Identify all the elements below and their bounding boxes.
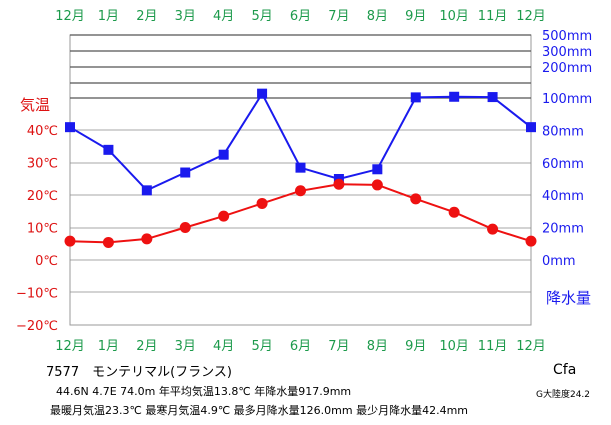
precipitation-point <box>257 88 268 99</box>
precipitation-tick-label: 0mm <box>542 254 576 269</box>
month-label-top: 7月 <box>328 9 349 24</box>
temperature-point <box>64 235 76 247</box>
station-name: 7577 モンテリマル(フランス) <box>46 365 232 380</box>
temperature-tick-label: 0℃ <box>35 254 58 269</box>
temperature-point <box>141 233 153 245</box>
month-label-top: 11月 <box>478 9 508 24</box>
month-label-top: 9月 <box>405 9 426 24</box>
month-label-top: 10月 <box>439 9 469 24</box>
month-label-top: 5月 <box>251 9 272 24</box>
precipitation-point <box>487 92 498 103</box>
month-label-bottom: 10月 <box>439 339 469 354</box>
precipitation-point <box>218 149 229 160</box>
temperature-tick-label: −10℃ <box>16 287 58 302</box>
precipitation-point <box>180 167 191 178</box>
precipitation-point <box>65 122 75 133</box>
precipitation-point <box>410 92 421 103</box>
temperature-point <box>487 223 499 235</box>
month-label-bottom: 6月 <box>290 339 311 354</box>
precipitation-tick-label: 40mm <box>542 189 584 204</box>
precipitation-tick-label: 300mm <box>542 45 592 60</box>
month-label-top: 8月 <box>367 9 388 24</box>
month-label-bottom: 5月 <box>251 339 272 354</box>
temperature-point <box>102 236 114 248</box>
month-label-bottom: 12月 <box>55 339 85 354</box>
temperature-point <box>448 206 460 218</box>
temperature-series <box>64 178 537 248</box>
station-extremes: 最暖月気温23.3℃ 最寒月気温4.9℃ 最多月降水量126.0mm 最少月降水… <box>50 404 469 417</box>
precipitation-series <box>65 88 536 196</box>
month-label-bottom: 3月 <box>175 339 196 354</box>
month-label-top: 2月 <box>136 9 157 24</box>
temperature-axis-label: 気温 <box>20 96 50 114</box>
temperature-tick-label: 20℃ <box>27 189 58 204</box>
station-summary: 44.6N 4.7E 74.0m 年平均気温13.8℃ 年降水量917.9mm <box>56 385 352 398</box>
month-label-bottom: 2月 <box>136 339 157 354</box>
precipitation-tick-label: 200mm <box>542 61 592 76</box>
month-label-top: 12月 <box>516 9 546 24</box>
temperature-point <box>179 222 191 233</box>
precipitation-line <box>69 91 532 192</box>
precipitation-tick-label: 100mm <box>542 92 592 107</box>
precipitation-point <box>141 185 152 196</box>
temperature-point <box>371 179 383 191</box>
precipitation-point <box>449 91 460 102</box>
precipitation-tick-label: 60mm <box>542 157 584 172</box>
temperature-tick-label: 40℃ <box>27 124 58 139</box>
month-label-bottom: 12月 <box>516 339 546 354</box>
month-label-top: 12月 <box>55 9 85 24</box>
climate-class: Cfa <box>553 362 577 378</box>
precipitation-tick-label: 20mm <box>542 222 584 237</box>
month-label-top: 6月 <box>290 9 311 24</box>
precipitation-axis-label: 降水量 <box>546 289 591 307</box>
plot-frame <box>69 34 532 326</box>
precipitation-point <box>372 164 383 175</box>
temperature-point <box>333 178 345 190</box>
precipitation-point <box>295 162 306 173</box>
precipitation-point <box>103 144 114 155</box>
temperature-tick-label: 30℃ <box>27 157 58 172</box>
temperature-point <box>410 193 422 205</box>
month-label-top: 3月 <box>175 9 196 24</box>
continentality: G大陸度24.2 <box>536 390 591 400</box>
temperature-axis-ticks: 40℃ 30℃ 20℃ 10℃ 0℃ −10℃ −20℃ <box>16 124 58 334</box>
month-label-bottom: 4月 <box>213 339 234 354</box>
temperature-tick-label: −20℃ <box>16 319 58 334</box>
temperature-tick-label: 10℃ <box>27 222 58 237</box>
temperature-point <box>256 197 268 209</box>
top-month-labels: 12月 1月 2月 3月 4月 5月 6月 7月 8月 9月 10月 11月 12月 <box>55 9 546 24</box>
precipitation-tick-label: 80mm <box>542 124 584 139</box>
month-label-bottom: 7月 <box>328 339 349 354</box>
temperature-point <box>295 185 306 197</box>
month-label-top: 4月 <box>213 9 234 24</box>
temperature-point <box>218 210 230 222</box>
temperature-point <box>525 235 537 247</box>
month-label-top: 1月 <box>98 9 119 24</box>
month-label-bottom: 8月 <box>367 339 388 354</box>
precipitation-point <box>526 122 536 133</box>
month-label-bottom: 9月 <box>405 339 426 354</box>
precipitation-tick-label: 500mm <box>542 29 592 44</box>
month-label-bottom: 1月 <box>98 339 119 354</box>
month-label-bottom: 11月 <box>478 339 508 354</box>
bottom-month-labels: 12月 1月 2月 3月 4月 5月 6月 7月 8月 9月 10月 11月 12月 <box>55 339 546 354</box>
grid-lines <box>69 34 532 326</box>
